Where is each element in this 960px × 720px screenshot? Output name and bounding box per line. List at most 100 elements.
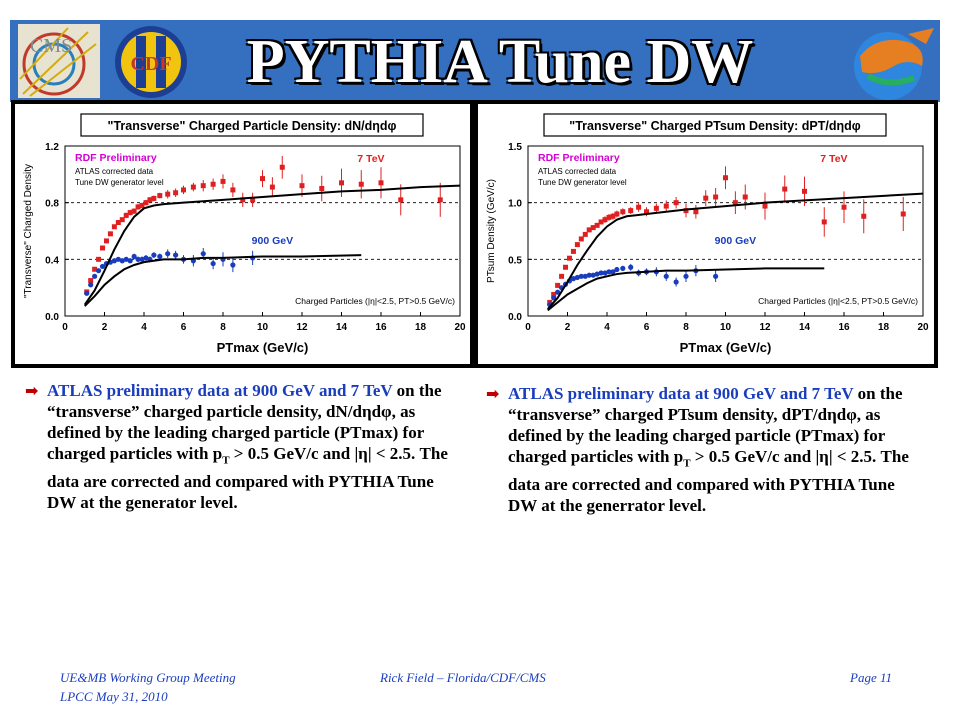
chart-title: "Transverse" Charged Particle Density: d… bbox=[108, 119, 397, 133]
data-point bbox=[723, 175, 728, 181]
data-point bbox=[88, 282, 94, 288]
data-point bbox=[762, 203, 768, 209]
annotation-tune: Tune DW generator level bbox=[538, 178, 627, 187]
data-point bbox=[103, 238, 109, 244]
data-point bbox=[610, 269, 616, 275]
footer-page: Page 11 bbox=[850, 670, 892, 685]
data-point bbox=[574, 274, 580, 281]
data-point bbox=[139, 256, 145, 262]
x-tick-label: 2 bbox=[102, 322, 108, 333]
data-point bbox=[173, 252, 179, 258]
data-point bbox=[143, 200, 149, 206]
data-point bbox=[84, 290, 90, 296]
data-point bbox=[732, 200, 738, 206]
data-point bbox=[269, 184, 275, 190]
cms-logo: CMS bbox=[18, 24, 100, 98]
data-point bbox=[590, 272, 596, 278]
x-tick-label: 16 bbox=[838, 322, 850, 333]
footer-meeting: UE&MB Working Group Meeting bbox=[60, 670, 236, 685]
data-point bbox=[151, 252, 157, 258]
right-bullet-text-2: > 0.5 GeV/c and |η| < 2.5. The data are … bbox=[508, 447, 909, 516]
data-point bbox=[339, 180, 344, 186]
data-point bbox=[230, 187, 236, 193]
data-point bbox=[594, 271, 600, 277]
data-point bbox=[151, 195, 157, 201]
arrow-right-icon: ➡ bbox=[486, 384, 500, 403]
data-point bbox=[559, 273, 565, 279]
data-point bbox=[614, 211, 620, 217]
y-tick-label: 0.5 bbox=[508, 255, 522, 266]
data-point bbox=[210, 181, 216, 187]
footer-date: LPCC May 31, 2010 bbox=[60, 689, 168, 704]
x-tick-label: 0 bbox=[525, 322, 531, 333]
data-point bbox=[119, 217, 125, 223]
data-point bbox=[802, 188, 807, 194]
right-plot-frame: "Transverse" Charged PTsum Density: dPT/… bbox=[474, 100, 938, 368]
data-point bbox=[135, 256, 141, 262]
florida-gator-icon bbox=[854, 28, 934, 100]
right-chart: "Transverse" Charged PTsum Density: dPT/… bbox=[486, 113, 929, 355]
x-tick-label: 10 bbox=[720, 322, 732, 333]
data-point bbox=[570, 276, 577, 282]
data-point bbox=[606, 214, 612, 220]
series-label-7tev: 7 TeV bbox=[820, 153, 847, 165]
data-point bbox=[119, 258, 125, 264]
data-point bbox=[250, 197, 256, 203]
left-chart: "Transverse" Charged Particle Density: d… bbox=[23, 113, 466, 355]
x-axis-label: PTmax (GeV/c) bbox=[680, 340, 772, 355]
data-point bbox=[319, 186, 325, 191]
data-point bbox=[220, 178, 226, 184]
tune-curve bbox=[84, 254, 362, 307]
data-point bbox=[713, 194, 719, 200]
data-point bbox=[96, 256, 102, 262]
data-point bbox=[92, 266, 98, 272]
data-point bbox=[563, 264, 569, 270]
data-point bbox=[190, 184, 196, 190]
data-point bbox=[99, 263, 106, 270]
data-point bbox=[663, 273, 669, 279]
data-point bbox=[644, 209, 649, 215]
data-point bbox=[673, 279, 679, 285]
x-tick-label: 20 bbox=[454, 322, 466, 333]
data-point bbox=[598, 270, 604, 276]
x-tick-label: 16 bbox=[375, 322, 387, 333]
annotation-data: ATLAS corrected data bbox=[538, 167, 617, 176]
data-point bbox=[378, 180, 384, 186]
x-tick-label: 12 bbox=[759, 322, 771, 333]
data-point bbox=[614, 266, 620, 273]
x-tick-label: 6 bbox=[181, 322, 187, 333]
data-point bbox=[628, 208, 634, 214]
data-point bbox=[598, 219, 604, 225]
left-bullet-subscript: T bbox=[222, 454, 230, 467]
cdf-logo: CDF bbox=[115, 26, 187, 98]
y-tick-label: 0.0 bbox=[45, 312, 59, 323]
y-tick-label: 1.5 bbox=[508, 142, 522, 153]
data-point bbox=[594, 222, 600, 228]
data-point bbox=[135, 204, 141, 210]
x-tick-label: 14 bbox=[336, 322, 348, 333]
data-point bbox=[653, 205, 659, 211]
data-point bbox=[358, 181, 364, 187]
series-label-7tev: 7 TeV bbox=[357, 153, 384, 165]
annotation-preliminary: RDF Preliminary bbox=[75, 152, 157, 164]
data-point bbox=[582, 273, 588, 279]
x-tick-label: 18 bbox=[878, 322, 890, 333]
right-bullet: ➡ ATLAS preliminary data at 900 GeV and … bbox=[486, 383, 926, 516]
data-point bbox=[663, 203, 669, 209]
data-point bbox=[555, 289, 561, 295]
left-plot-frame: "Transverse" Charged Particle Density: d… bbox=[11, 100, 474, 368]
data-point bbox=[620, 209, 626, 215]
x-tick-label: 0 bbox=[62, 322, 68, 333]
data-point bbox=[123, 256, 129, 262]
data-point bbox=[713, 273, 719, 279]
x-tick-label: 8 bbox=[220, 322, 226, 333]
chart-title-box bbox=[80, 113, 424, 137]
data-point bbox=[92, 273, 98, 279]
tune-curve bbox=[546, 192, 924, 310]
y-tick-label: 0.4 bbox=[45, 255, 59, 266]
data-point bbox=[131, 208, 137, 214]
annotation-data: ATLAS corrected data bbox=[75, 167, 154, 176]
series-label-900gev: 900 GeV bbox=[715, 235, 756, 247]
data-point bbox=[115, 256, 121, 262]
x-tick-label: 14 bbox=[799, 322, 811, 333]
